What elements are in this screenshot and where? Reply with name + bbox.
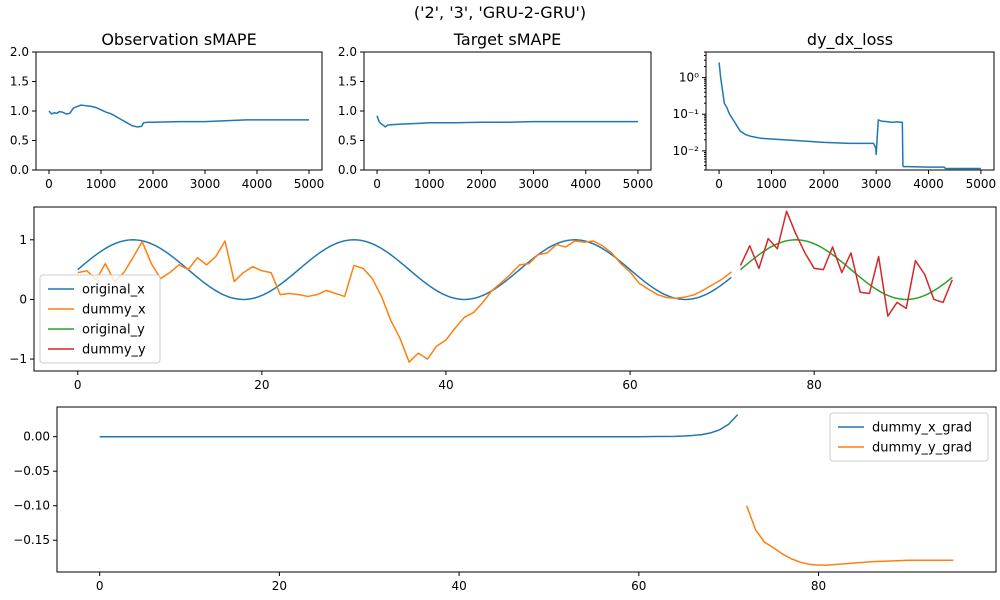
x-tick-label: 5000 — [623, 177, 654, 191]
y-tick-label: 1.5 — [338, 75, 357, 89]
y-tick-label: 0.00 — [23, 430, 50, 444]
x-tick-label: 60 — [631, 579, 646, 593]
axes-frame-grad — [56, 406, 997, 573]
axes-frame-tgt — [363, 51, 652, 171]
y-tick-label: 0.5 — [338, 134, 357, 148]
figure-suptitle: ('2', '3', 'GRU-2-GRU') — [414, 3, 586, 22]
legend-entry: dummy_y — [82, 343, 146, 358]
legend-entry: dummy_y_grad — [872, 441, 972, 456]
legend-frame — [39, 274, 161, 364]
y-tick-label: 2.0 — [10, 45, 29, 59]
series-line-original-x — [77, 239, 732, 301]
plot-area-series — [77, 210, 953, 363]
chart-dydx: 0 1000 2000 3000 4000 5000 10⁻² 10⁻¹ 10⁰ dy_dx_lo… — [673, 30, 997, 191]
y-tick-label: 1.5 — [10, 75, 29, 89]
x-tick-label: 0 — [45, 177, 53, 191]
axes-frame-series — [33, 206, 997, 372]
legend-entry: original_y — [82, 323, 145, 338]
y-tick-label: 0.5 — [10, 134, 29, 148]
y-tick-label: −0.15 — [13, 533, 50, 547]
series-line-dydx-0 — [718, 62, 981, 170]
x-tick-label: 4000 — [242, 177, 273, 191]
y-tick-label: 10⁰ — [679, 71, 699, 85]
chart-series: 0 20 40 60 80 −1 0 1 original_x dummy_x original_y… — [9, 206, 997, 392]
x-tick-label: 3000 — [518, 177, 549, 191]
x-tick-label: 0 — [715, 177, 723, 191]
series-line-dummy-x — [77, 240, 732, 363]
y-tick-label: −0.10 — [13, 499, 50, 513]
x-tick-label: 5000 — [966, 177, 997, 191]
chart-obs: 0 1000 2000 3000 4000 5000 0.0 0.5 1.0 1.5 2.0 Obse… — [10, 30, 324, 191]
series-line-obs-0 — [48, 104, 309, 128]
y-tick-label: 0 — [19, 292, 27, 306]
series-line-tgt-0 — [376, 115, 638, 128]
plot-area-dydx — [718, 62, 981, 170]
axes-title-dydx: dy_dx_loss — [807, 30, 893, 50]
x-tick-label: 5000 — [294, 177, 325, 191]
x-tick-label: 80 — [807, 378, 822, 392]
series-line-dummy-y — [739, 210, 953, 317]
x-tick-label: 40 — [438, 378, 453, 392]
x-tick-label: 80 — [811, 579, 826, 593]
legend-entry: dummy_x_grad — [872, 421, 972, 436]
x-tick-label: 0 — [96, 579, 104, 593]
axes-title-obs: Observation sMAPE — [101, 30, 256, 49]
y-tick-label: 0.0 — [10, 163, 29, 177]
x-tick-label: 1000 — [414, 177, 445, 191]
x-tick-label: 1000 — [756, 177, 787, 191]
y-tick-label: 10⁻¹ — [673, 107, 700, 121]
y-tick-label: −1 — [9, 352, 27, 366]
y-tick-label: 1 — [19, 233, 27, 247]
plot-area-tgt — [376, 115, 638, 128]
legend-entry: dummy_x — [82, 303, 146, 318]
x-tick-label: 3000 — [861, 177, 892, 191]
x-tick-label: 40 — [451, 579, 466, 593]
y-tick-label: 10⁻² — [673, 144, 700, 158]
x-tick-label: 60 — [622, 378, 637, 392]
legend-grad: dummy_x_grad dummy_y_grad — [829, 412, 989, 462]
series-line-dummy-y-grad — [745, 505, 954, 566]
x-tick-label: 3000 — [190, 177, 221, 191]
x-tick-label: 2000 — [809, 177, 840, 191]
y-tick-label: −0.05 — [13, 464, 50, 478]
y-tick-label: 0.0 — [338, 163, 357, 177]
axes-title-tgt: Target sMAPE — [453, 30, 561, 49]
x-tick-label: 0 — [373, 177, 381, 191]
y-tick-label: 2.0 — [338, 45, 357, 59]
chart-tgt: 0 1000 2000 3000 4000 5000 0.0 0.5 1.0 1.5 2.0 Targ… — [338, 30, 653, 191]
legend-frame — [829, 412, 989, 462]
axes-frame-dydx — [705, 51, 995, 171]
series-line-original-y — [740, 239, 953, 301]
legend-entry: original_x — [82, 283, 145, 298]
x-tick-label: 4000 — [913, 177, 944, 191]
x-tick-label: 1000 — [86, 177, 117, 191]
series-line-dummy-x-grad — [99, 414, 739, 438]
x-tick-label: 0 — [74, 378, 82, 392]
x-tick-label: 2000 — [466, 177, 497, 191]
plot-area-grad — [99, 414, 954, 566]
plot-area-obs — [48, 104, 309, 128]
x-tick-label: 20 — [272, 579, 287, 593]
x-tick-label: 2000 — [138, 177, 169, 191]
x-tick-label: 4000 — [570, 177, 601, 191]
x-tick-label: 20 — [254, 378, 269, 392]
y-tick-label: 1.0 — [338, 104, 357, 118]
legend-series: original_x dummy_x original_y dummy_y — [39, 274, 161, 364]
y-tick-label: 1.0 — [10, 104, 29, 118]
chart-grad: 0 20 40 60 80 0.00 −0.05 −0.10 −0.15 dummy_x_grad… — [13, 406, 997, 593]
axes-frame-obs — [35, 51, 323, 171]
